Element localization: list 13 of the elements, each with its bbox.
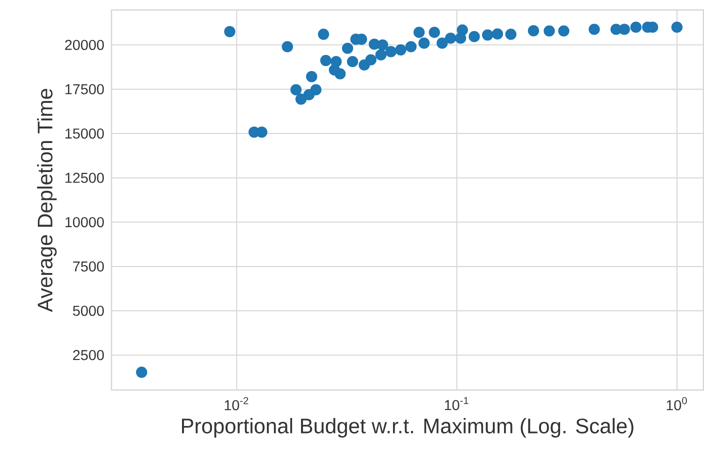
y-tick-label: 15000 bbox=[65, 128, 104, 139]
y-tick-label: 12500 bbox=[65, 172, 104, 183]
x-tick-label: 10$^{-1}$ bbox=[444, 397, 468, 410]
y-tick-label: 17500 bbox=[65, 84, 104, 94]
y-tick-label: 5000 bbox=[72, 306, 104, 316]
x-tick-label: 10$^{0}$ bbox=[666, 397, 687, 410]
x-tick-label: 10$^{-2}$ bbox=[224, 397, 248, 410]
y-tick-label: 20000 bbox=[65, 40, 104, 50]
y-axis-title: Average Depletion Time bbox=[37, 88, 57, 312]
y-tick-label: 7500 bbox=[73, 261, 104, 272]
x-axis-title: Proportional Budget w.r.t. Maximum (Log. Scale) bbox=[182, 418, 634, 438]
y-tick-label: 2500 bbox=[73, 350, 104, 360]
y-tick-label: 10000 bbox=[65, 217, 104, 228]
